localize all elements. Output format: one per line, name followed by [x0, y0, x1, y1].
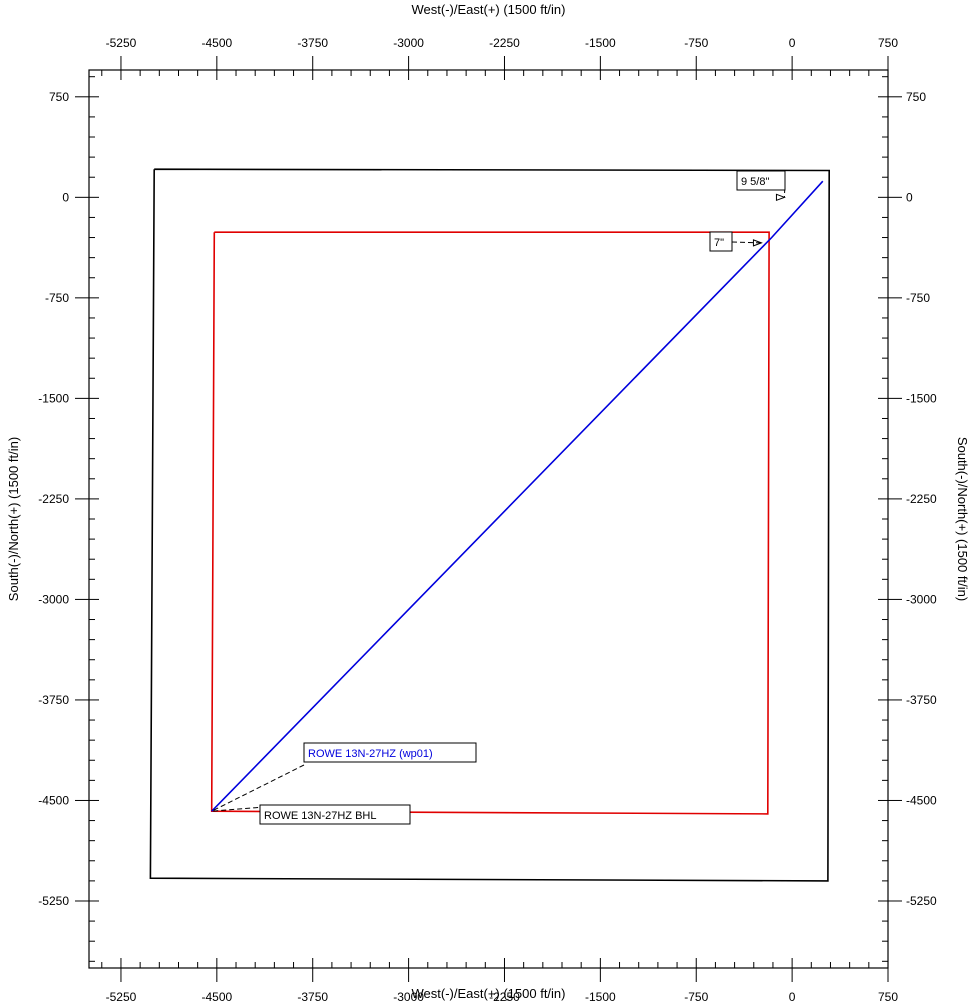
x-axis-title-bottom: West(-)/East(+) (1500 ft/in)	[412, 986, 566, 1001]
x-tick-label-bottom: -5250	[106, 990, 137, 1004]
y-tick-label-left: -4500	[38, 793, 69, 807]
x-tick-label-bottom: -3750	[297, 990, 328, 1004]
x-tick-label-bottom: -2250	[489, 990, 520, 1004]
x-tick-label-top: -4500	[201, 36, 232, 50]
x-tick-label-bottom: -750	[684, 990, 708, 1004]
annotation-3: ROWE 13N-27HZ BHL	[211, 804, 411, 825]
x-tick-label-bottom: 0	[789, 990, 796, 1004]
annotation-label: 9 5/8"	[741, 176, 769, 188]
x-tick-label-bottom: 750	[878, 990, 898, 1004]
x-tick-label-top: 0	[789, 36, 796, 50]
y-tick-label-left: -2250	[38, 492, 69, 506]
annotation-box	[259, 804, 411, 825]
y-axis-title-left: South(-)/North(+) (1500 ft/in)	[6, 437, 21, 601]
x-axis-title-top: West(-)/East(+) (1500 ft/in)	[412, 2, 566, 17]
x-tick-label-top: -3000	[393, 36, 424, 50]
y-tick-label-left: -750	[45, 291, 69, 305]
y-tick-label-right: -750	[906, 291, 930, 305]
annotation-label: ROWE 13N-27HZ BHL	[264, 810, 376, 822]
annotation-label: 7"	[714, 237, 724, 249]
annotation-2: ROWE 13N-27HZ (wp01)	[211, 742, 477, 812]
y-tick-label-right: 0	[906, 190, 913, 204]
x-tick-label-top: -3750	[297, 36, 328, 50]
casing-marker-7	[752, 239, 763, 247]
x-tick-label-top: -750	[684, 36, 708, 50]
series-line-1	[210, 231, 770, 815]
y-tick-label-left: 0	[62, 190, 69, 204]
annotation-box	[303, 742, 477, 763]
casing-marker-7-shape	[752, 239, 763, 247]
series-line-0	[149, 168, 831, 882]
y-tick-label-right: -5250	[906, 894, 937, 908]
y-tick-label-left: -3000	[38, 592, 69, 606]
y-axis-title-right: South(-)/North(+) (1500 ft/in)	[955, 437, 970, 601]
x-tick-label-bottom: -4500	[201, 990, 232, 1004]
casing-marker-9-5-8	[775, 193, 786, 202]
annotation-1: 7"	[709, 231, 762, 252]
x-tick-label-top: -1500	[585, 36, 616, 50]
annotation-box	[709, 231, 733, 252]
series-line-2	[211, 180, 824, 812]
annotation-leader	[211, 764, 305, 812]
annotation-leader	[731, 241, 762, 244]
y-tick-label-right: 750	[906, 90, 926, 104]
x-tick-label-top: -5250	[106, 36, 137, 50]
y-tick-label-right: -1500	[906, 391, 937, 405]
annotation-leader	[211, 804, 291, 812]
y-tick-label-left: -3750	[38, 693, 69, 707]
x-tick-label-top: -2250	[489, 36, 520, 50]
y-tick-label-right: -3000	[906, 592, 937, 606]
x-tick-label-bottom: -1500	[585, 990, 616, 1004]
y-tick-label-left: 750	[49, 90, 69, 104]
y-tick-label-right: -3750	[906, 693, 937, 707]
annotation-0: 9 5/8"	[736, 170, 786, 198]
x-tick-label-top: 750	[878, 36, 898, 50]
annotation-box	[736, 170, 786, 191]
x-tick-label-bottom: -3000	[393, 990, 424, 1004]
y-tick-label-right: -2250	[906, 492, 937, 506]
y-tick-label-right: -4500	[906, 793, 937, 807]
y-tick-label-left: -5250	[38, 894, 69, 908]
annotation-label: ROWE 13N-27HZ (wp01)	[308, 748, 433, 760]
casing-marker-9-5-8-shape	[775, 193, 786, 202]
y-tick-label-left: -1500	[38, 391, 69, 405]
